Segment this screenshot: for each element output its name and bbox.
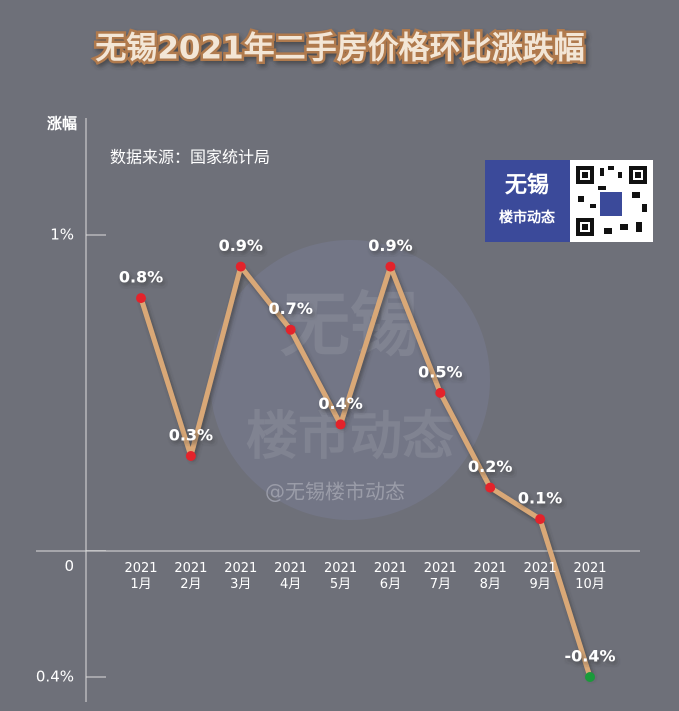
data-line	[138, 264, 593, 678]
data-label: -0.4%	[564, 647, 615, 666]
data-label: 0.1%	[518, 489, 562, 508]
data-label: 0.7%	[268, 299, 312, 318]
data-point	[385, 261, 396, 272]
data-point	[335, 419, 346, 430]
data-label: 0.9%	[219, 236, 263, 255]
x-tick-label: 2021 4月	[274, 561, 308, 592]
x-tick-label: 2021 6月	[373, 561, 407, 592]
logo-name: 无锡	[505, 173, 549, 198]
chart-title: 无锡2021年二手房价格环比涨跌幅	[95, 31, 584, 67]
data-label: 0.8%	[119, 268, 163, 287]
y-tick-label: 0.4%	[36, 668, 74, 686]
data-point	[535, 514, 546, 525]
data-label: 0.5%	[418, 362, 462, 381]
x-tick-label: 2021 1月	[124, 561, 158, 592]
data-point	[185, 451, 196, 461]
x-tick-label: 2021 9月	[523, 561, 557, 592]
watermark-circle	[210, 240, 490, 520]
x-tick-label: 2021 8月	[473, 561, 507, 592]
qr-code	[576, 166, 647, 236]
data-point	[585, 672, 595, 682]
logo-subtitle: 楼市动态	[499, 209, 555, 226]
x-tick-label: 2021 7月	[423, 561, 457, 592]
data-point	[435, 387, 446, 398]
data-point	[235, 261, 246, 272]
y-axis-label: 涨幅	[47, 115, 77, 133]
data-label: 0.2%	[468, 457, 512, 476]
logo-box	[485, 160, 570, 242]
data-point	[485, 482, 496, 493]
data-label: 0.9%	[368, 236, 412, 255]
watermark-handle: @无锡楼市动态	[265, 480, 405, 504]
logo: 无锡 楼市动态	[485, 160, 653, 242]
watermark-subtitle: 楼市动态	[246, 407, 454, 467]
data-label: 0.3%	[169, 426, 213, 445]
source: 数据来源：国家统计局	[110, 148, 270, 167]
x-tick-label: 2021 10月	[573, 561, 607, 592]
data-point	[136, 293, 146, 304]
x-tick-label: 2021 5月	[324, 561, 358, 592]
y-tick-label: 1%	[50, 226, 74, 244]
x-tick-label: 2021 2月	[174, 561, 208, 592]
data-label: 0.4%	[318, 394, 362, 413]
y-tick-label: 0	[64, 557, 74, 575]
x-tick-label: 2021 3月	[224, 561, 258, 592]
data-point	[285, 324, 296, 335]
